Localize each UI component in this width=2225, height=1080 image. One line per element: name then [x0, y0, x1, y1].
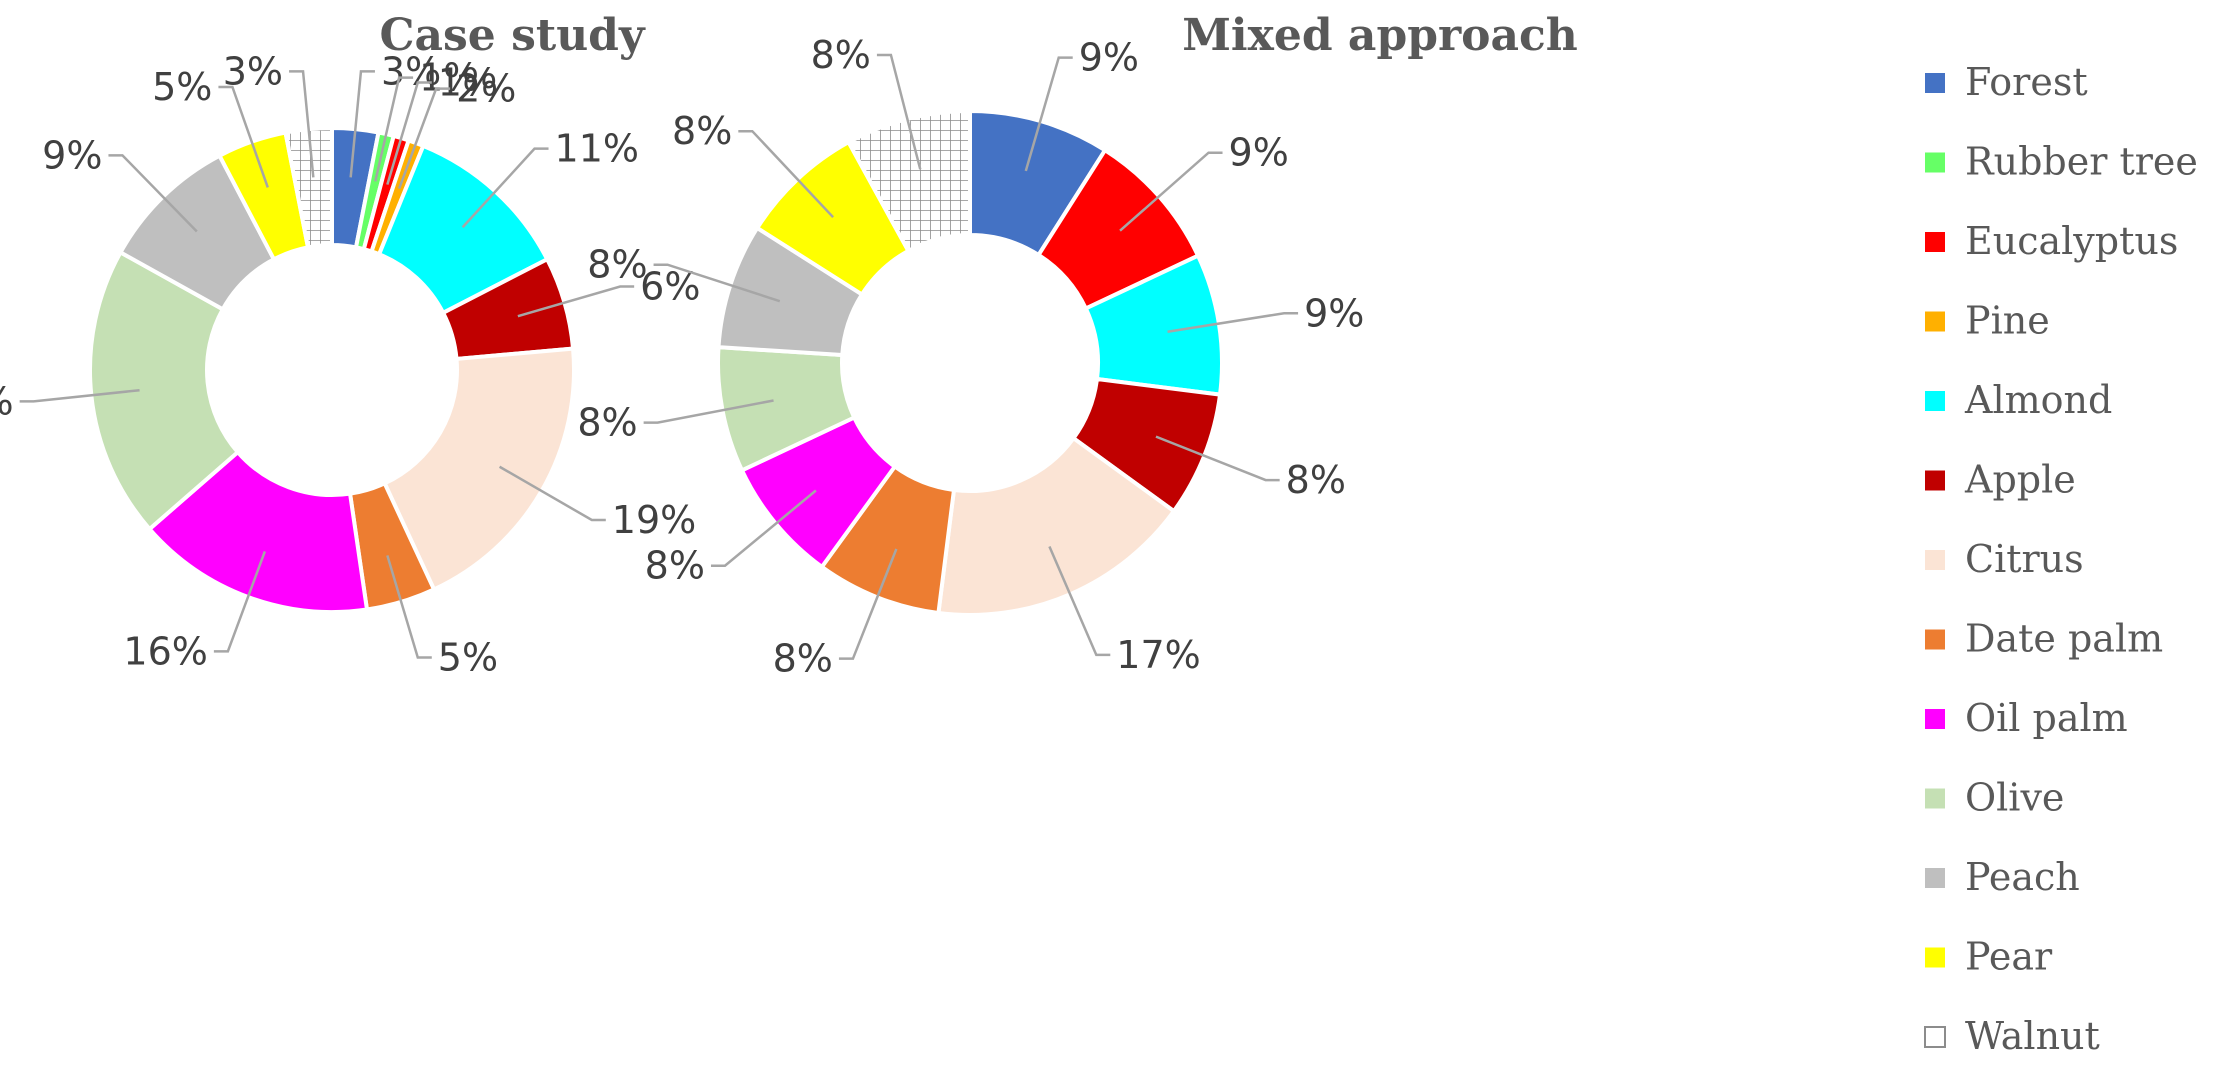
donut-chart-case-study: Case study 3%1%1%2%11%6%19%5%16%19%9%5%3…	[0, 10, 700, 679]
slice-oil-palm	[146, 449, 370, 614]
leader-line	[876, 53, 922, 170]
leader-line	[643, 399, 774, 424]
legend-swatch-pine	[1925, 311, 1945, 332]
leader-line	[498, 465, 606, 522]
slice-citrus	[936, 435, 1177, 617]
data-label-apple: 8%	[1286, 458, 1346, 502]
legend-label-forest: Forest	[1965, 60, 2088, 104]
data-label-pine: 2%	[456, 67, 516, 111]
legend-swatch-forest	[1925, 73, 1945, 93]
data-label-peach: 8%	[587, 243, 647, 287]
slice-walnut	[845, 108, 972, 254]
leader-line	[738, 129, 835, 219]
leader-line	[289, 70, 315, 178]
legend-label-almond: Almond	[1964, 378, 2112, 422]
legend-label-date-palm: Date palm	[1965, 617, 2163, 661]
data-label-almond: 11%	[555, 127, 639, 171]
legend-swatch-almond	[1925, 391, 1945, 411]
chart-legend: Forest Rubber tree Eucalyptus Pine Almond App…	[1924, 60, 2198, 1058]
data-label-almond: 9%	[1304, 291, 1364, 335]
slice-olive	[88, 249, 241, 532]
leader-line	[1155, 435, 1280, 482]
data-label-citrus: 19%	[612, 498, 696, 542]
legend-swatch-citrus	[1925, 550, 1945, 570]
data-label-apple: 6%	[640, 265, 700, 309]
leader-line	[838, 548, 898, 660]
leader-line	[218, 85, 269, 188]
data-label-walnut: 3%	[223, 49, 283, 93]
data-label-eucalyptus: 1%	[438, 61, 498, 105]
data-label-oil-palm: 16%	[123, 629, 207, 673]
legend-swatch-olive	[1925, 788, 1945, 809]
leader-line	[1119, 151, 1223, 232]
legend-swatch-walnut	[1924, 1026, 1946, 1048]
data-label-rubber-tree: 1%	[419, 56, 479, 100]
data-label-date-palm: 8%	[773, 637, 833, 681]
data-label-olive: 19%	[0, 379, 14, 423]
leader-line	[1167, 312, 1299, 333]
legend-swatch-rubber-tree	[1925, 152, 1945, 173]
legend-swatch-date-palm	[1925, 629, 1945, 650]
leader-line	[108, 154, 198, 233]
data-label-walnut: 8%	[811, 33, 871, 77]
legend-label-rubber-tree: Rubber tree	[1965, 140, 2198, 184]
data-label-eucalyptus: 9%	[1229, 131, 1289, 175]
legend-swatch-peach	[1925, 868, 1945, 888]
slice-citrus	[382, 346, 576, 593]
legend-label-citrus: Citrus	[1965, 537, 2084, 581]
leader-line	[1048, 546, 1111, 657]
chart-title: Case study	[379, 10, 645, 61]
leader-line	[386, 555, 432, 659]
data-label-pear: 5%	[152, 65, 212, 109]
legend-swatch-apple	[1925, 470, 1945, 491]
legend-label-eucalyptus: Eucalyptus	[1965, 219, 2178, 263]
legend-swatch-pear	[1925, 947, 1945, 968]
data-label-pear: 8%	[672, 109, 732, 153]
donut-slices: 9% 9% 9% 8% 17% 8% 8% 8% 8% 8% 8%	[577, 33, 1364, 681]
leader-line	[461, 147, 549, 229]
leader-line	[1024, 56, 1073, 172]
legend-label-oil-palm: Oil palm	[1965, 696, 2128, 740]
leader-line	[710, 489, 817, 567]
leader-line	[19, 388, 140, 403]
data-label-olive: 8%	[577, 401, 637, 445]
leader-line	[653, 263, 781, 303]
chart-title: Mixed approach	[1182, 10, 1578, 61]
donut-slices: 3%1%1%2%11%6%19%5%16%19%9%5%3%	[0, 49, 700, 679]
legend-label-apple: Apple	[1964, 458, 2076, 502]
legend-label-walnut: Walnut	[1965, 1014, 2100, 1058]
data-label-oil-palm: 8%	[645, 544, 705, 588]
legend-label-pine: Pine	[1965, 299, 2050, 343]
leader-line	[374, 76, 414, 182]
legend-label-pear: Pear	[1965, 935, 2053, 979]
legend-swatch-eucalyptus	[1925, 232, 1945, 252]
legend-swatch-oil-palm	[1925, 709, 1945, 729]
data-label-peach: 9%	[42, 133, 102, 177]
data-label-forest: 9%	[1079, 36, 1139, 80]
donut-chart-mixed-approach: Mixed approach 9% 9% 9% 8% 17% 8% 8% 8% 8% 8% 8%	[577, 10, 1577, 681]
slice-walnut	[283, 125, 334, 250]
data-label-forest: 3%	[381, 49, 441, 93]
data-label-citrus: 17%	[1116, 633, 1200, 677]
leader-line	[349, 70, 375, 178]
leader-line	[386, 81, 432, 185]
legend-label-olive: Olive	[1965, 776, 2064, 820]
leader-line	[397, 87, 451, 189]
leader-line	[213, 551, 267, 653]
legend-label-peach: Peach	[1965, 855, 2080, 899]
leader-line	[517, 285, 635, 318]
data-label-date-palm: 5%	[438, 635, 498, 679]
